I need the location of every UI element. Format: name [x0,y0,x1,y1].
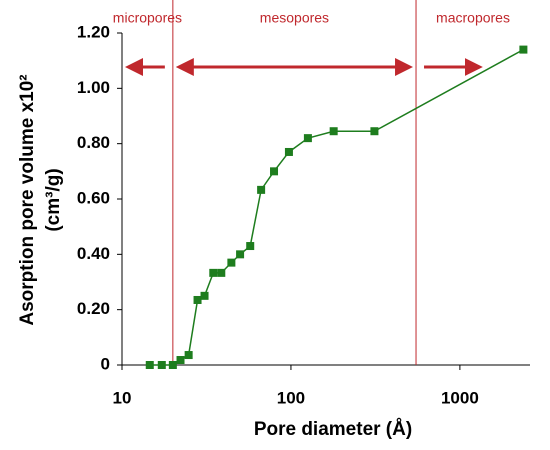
x-tick-label: 100 [277,388,305,407]
point [236,250,245,259]
point [176,356,185,365]
point [145,361,154,369]
region-label: mesopores [260,10,329,26]
point [193,295,202,304]
point [227,258,236,267]
x-tick-label: 10 [113,388,132,407]
y-tick-label: 0.20 [77,299,110,318]
point [209,268,218,277]
region-label: macropores [436,10,510,26]
y-tick-label: 0 [101,354,110,373]
point [329,127,338,136]
y-tick-label: 0.60 [77,188,110,207]
point [284,147,293,156]
y-axis-label: (cm³/g) [43,168,64,231]
y-tick-label: 0.80 [77,133,110,152]
point [270,167,279,176]
y-tick-label: 1.20 [77,22,110,41]
x-axis-label: Pore diameter (Å) [254,419,412,440]
x-tick-label: 1000 [441,388,479,407]
point [217,268,226,277]
point [200,291,209,300]
point [168,361,177,369]
point [519,45,528,54]
point [157,361,166,369]
y-axis-label: Asorption pore volume x10² [17,74,38,325]
point [257,185,266,194]
y-tick-label: 1.00 [77,78,110,97]
point [184,351,193,360]
point [246,242,255,251]
point [303,134,312,143]
series-line [149,48,524,366]
y-tick-label: 0.40 [77,244,110,263]
point [370,127,379,136]
region-label: micropores [113,10,182,26]
